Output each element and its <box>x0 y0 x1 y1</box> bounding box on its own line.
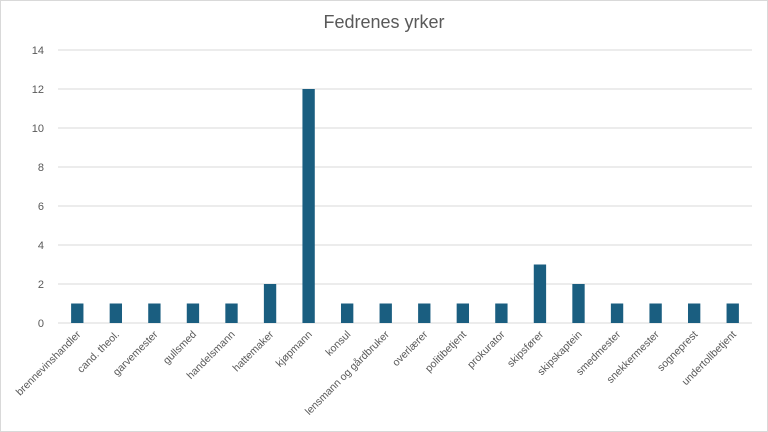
bar <box>572 284 585 323</box>
bar <box>610 303 624 323</box>
bar <box>340 303 354 323</box>
x-tick-label: overlærer <box>390 328 431 369</box>
chart-title: Fedrenes yrker <box>323 12 445 32</box>
y-tick-label: 4 <box>38 240 44 252</box>
y-axis-ticks: 0 2 4 6 8 10 12 14 <box>32 45 44 330</box>
y-tick-label: 8 <box>38 162 44 174</box>
x-tick-label: prokurator <box>465 328 508 371</box>
x-tick-label: kjøpmann <box>274 329 315 370</box>
bar <box>302 89 315 323</box>
y-tick-label: 10 <box>32 123 44 135</box>
bar <box>418 303 431 323</box>
x-tick-label: politibetjent <box>423 329 469 375</box>
bar <box>456 303 470 323</box>
bar <box>263 284 277 323</box>
bar <box>109 303 123 323</box>
x-tick-label: konsul <box>323 329 353 359</box>
x-tick-label: gullsmed <box>161 329 199 367</box>
bar <box>726 303 739 323</box>
bar <box>71 303 84 323</box>
y-tick-label: 12 <box>32 84 44 96</box>
y-tick-label: 0 <box>38 318 44 330</box>
bar <box>148 303 161 323</box>
bar <box>533 264 547 323</box>
y-tick-label: 14 <box>32 45 44 57</box>
bar <box>687 303 701 323</box>
bars <box>71 89 739 323</box>
x-tick-label: brennevinshandler <box>14 328 84 398</box>
y-tick-label: 6 <box>38 201 44 213</box>
gridlines <box>58 49 752 324</box>
bar <box>379 303 392 323</box>
bar <box>225 303 238 323</box>
bar <box>649 303 662 323</box>
bar <box>186 303 200 323</box>
x-tick-label: hattemaker <box>231 328 277 374</box>
bar <box>495 303 508 323</box>
y-tick-label: 2 <box>38 279 44 291</box>
